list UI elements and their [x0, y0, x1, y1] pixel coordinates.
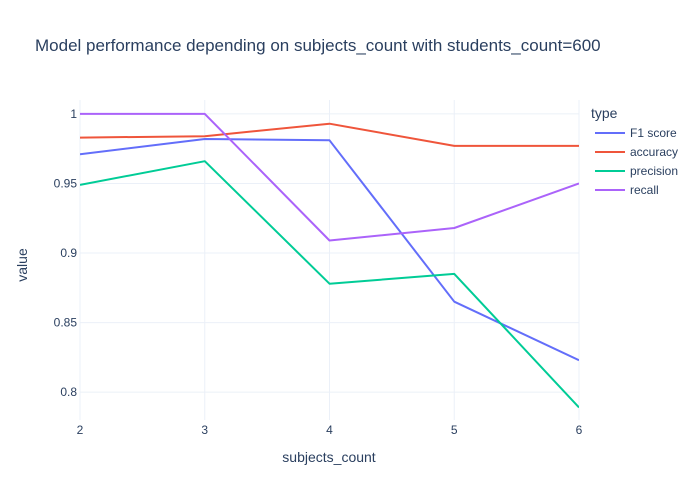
series-line-precision: [80, 160, 579, 409]
legend-label: precision: [630, 164, 678, 178]
legend-item-accuracy[interactable]: accuracy: [595, 145, 678, 159]
legend-item-f1-score[interactable]: F1 score: [595, 126, 677, 140]
gridlines: [79, 100, 580, 420]
x-tick-label: 2: [77, 423, 84, 437]
legend-item-recall[interactable]: recall: [595, 183, 659, 197]
y-axis-ticks: 0.8 0.85 0.9 0.95 1: [54, 107, 78, 399]
series-line-recall: [80, 112, 579, 242]
x-axis-title: subjects_count: [282, 449, 376, 465]
x-tick-label: 3: [201, 423, 208, 437]
legend-label: accuracy: [630, 145, 678, 159]
x-tick-label: 4: [326, 423, 333, 437]
legend-title: type: [591, 105, 618, 121]
chart-title: Model performance depending on subjects_…: [35, 36, 601, 55]
legend-label: recall: [630, 183, 659, 197]
series-line-f1-score: [80, 138, 579, 362]
y-tick-label: 0.8: [60, 385, 77, 399]
y-tick-label: 0.9: [60, 246, 77, 260]
legend: type F1 score accuracy precision recall: [591, 105, 678, 197]
y-tick-label: 1: [70, 107, 77, 121]
series-lines: [80, 112, 579, 409]
y-tick-label: 0.95: [54, 176, 78, 190]
legend-label: F1 score: [630, 126, 677, 140]
series-line-accuracy: [80, 122, 579, 147]
x-tick-label: 6: [576, 423, 583, 437]
x-tick-label: 5: [451, 423, 458, 437]
x-axis-ticks: 2 3 4 5 6: [77, 423, 583, 437]
y-tick-label: 0.85: [54, 316, 78, 330]
y-axis-title: value: [14, 248, 30, 282]
legend-item-precision[interactable]: precision: [595, 164, 678, 178]
